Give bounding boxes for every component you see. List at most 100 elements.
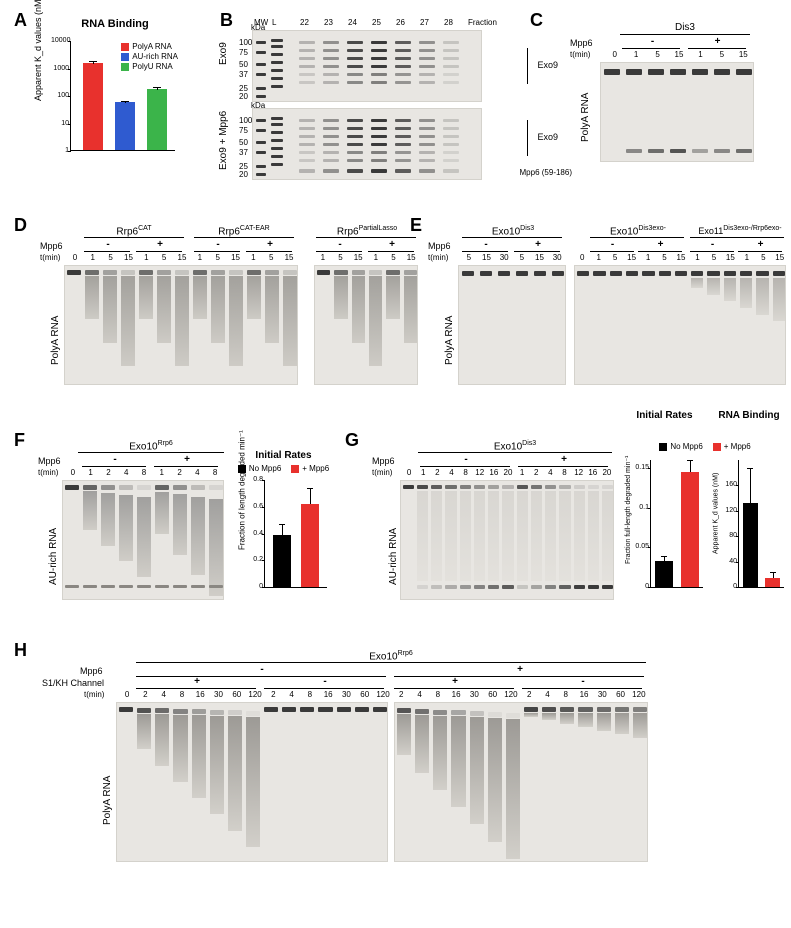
gel-e-left xyxy=(458,265,566,385)
d-minus2: - xyxy=(194,239,242,250)
d-plus3: + xyxy=(368,239,416,250)
e-minus2: - xyxy=(590,239,635,250)
e-times-l: 5153051530 xyxy=(460,253,566,263)
f-mpp6: Mpp6 xyxy=(38,456,61,466)
e-h1: Exo10 xyxy=(492,226,520,237)
gel-h-left xyxy=(116,702,388,862)
f-minus: - xyxy=(82,454,148,465)
gel-e-right xyxy=(574,265,786,385)
h-times: 0248163060120248163060120248163060120248… xyxy=(118,690,648,700)
e-h1s: Dis3 xyxy=(520,225,534,232)
panel-a-title: RNA Binding xyxy=(40,18,190,30)
panel-c-t: t(min) xyxy=(570,50,590,59)
f-times: 012481248 xyxy=(64,468,224,478)
panel-c-minus: - xyxy=(625,36,680,47)
g-t: t(min) xyxy=(372,468,392,477)
gel-b-bot-right-label1: Exo9 xyxy=(537,132,558,142)
h-ylab: PolyA RNA xyxy=(102,776,113,825)
e-h2: Exo10 xyxy=(610,226,638,237)
e-plus2: + xyxy=(638,239,683,250)
gel-c xyxy=(600,62,754,162)
gel-b-top: kDa1007550372520 xyxy=(252,30,482,102)
panel-d-h1s: CAT xyxy=(138,225,151,232)
f-t: t(min) xyxy=(38,468,58,477)
panel-d-h3: Rrp6 xyxy=(337,226,359,237)
panel-label-b: B xyxy=(220,10,233,31)
d-times-left: 01515151515151515 xyxy=(66,253,298,263)
e-t: t(min) xyxy=(428,253,448,262)
panel-label-g: G xyxy=(345,430,359,451)
gel-h-right xyxy=(394,702,648,862)
h-ch-3: + xyxy=(394,676,516,687)
panel-d-h2: Rrp6 xyxy=(218,226,240,237)
e-minus3: - xyxy=(690,239,735,250)
h-t: t(min) xyxy=(84,690,104,699)
f-leg-0: No Mpp6 xyxy=(249,464,281,473)
g-c1-axes: 00.050.10.15 xyxy=(650,460,703,588)
panel-label-f: F xyxy=(14,430,25,451)
e-plus3: + xyxy=(738,239,783,250)
h-s1kh: S1/KH Channel xyxy=(42,678,104,688)
g-chart2: Apparent K_d values (nM) 04080120160 xyxy=(710,424,788,600)
g-plus: + xyxy=(518,454,610,465)
g-chart1: Fraction full-length degraded min⁻¹ 00.0… xyxy=(622,424,707,600)
gel-d-right xyxy=(314,265,418,385)
d-times-right: 15151515 xyxy=(314,253,420,263)
h-minus-top: - xyxy=(136,664,388,675)
e-plus1: + xyxy=(514,239,562,250)
panel-c-plus: + xyxy=(690,36,745,47)
h-ch-2: - xyxy=(264,676,386,687)
panel-label-d: D xyxy=(14,215,27,236)
e-h2s: Dis3exo- xyxy=(638,225,666,232)
f-ylab: AU-rich RNA xyxy=(48,528,59,585)
panel-label-c: C xyxy=(530,10,543,31)
gel-f xyxy=(62,480,224,600)
panel-d-ylab: PolyA RNA xyxy=(50,316,61,365)
panel-c-times: 015151515 xyxy=(604,50,754,60)
d-plus2: + xyxy=(246,239,294,250)
g-mpp6: Mpp6 xyxy=(372,456,395,466)
f-legend: No Mpp6 + Mpp6 xyxy=(236,464,331,473)
d-minus1: - xyxy=(84,239,132,250)
panel-d-mpp6: Mpp6 xyxy=(40,241,63,251)
f-title: Exo10 xyxy=(129,441,157,452)
e-h3: Exo11 xyxy=(698,226,723,236)
f-chart-title: Initial Rates xyxy=(236,450,331,461)
h-ch-4: - xyxy=(522,676,644,687)
gel-d-left xyxy=(64,265,298,385)
e-minus1: - xyxy=(462,239,510,250)
panel-c-mpp6: Mpp6 xyxy=(570,38,593,48)
g-c1-title: Initial Rates xyxy=(622,410,707,421)
g-times: 012481216201248121620 xyxy=(402,468,614,478)
panel-d-h3s: PartialLasso xyxy=(359,225,398,232)
e-mpp6: Mpp6 xyxy=(428,241,451,251)
h-mpp6: Mpp6 xyxy=(80,666,103,676)
f-titles: Rrp6 xyxy=(158,440,173,447)
gel-b-bottom: kDa1007550372520 xyxy=(252,108,482,180)
f-plus: + xyxy=(154,454,220,465)
panel-a: RNA Binding Apparent K_d values (nM) 110… xyxy=(40,18,190,166)
chart-a-ylabel: Apparent K_d values (nM) xyxy=(33,0,43,101)
g-ylab: AU-rich RNA xyxy=(388,528,399,585)
g-c2-axes: 04080120160 xyxy=(738,460,784,588)
panel-label-a: A xyxy=(14,10,27,31)
gel-b-top-right-label: Exo9 xyxy=(537,60,558,70)
e-h3s: Dis3exo-/Rrp6exo- xyxy=(723,225,781,232)
panel-b-headers: MWL22232425262728Fraction xyxy=(242,18,522,30)
panel-b: MWL22232425262728Fraction Exo9 kDa100755… xyxy=(242,18,522,180)
panel-d-h2s: CAT-EAR xyxy=(240,225,270,232)
d-t: t(min) xyxy=(40,253,60,262)
rna-binding-chart: Apparent K_d values (nM) 110100100010000… xyxy=(40,36,180,166)
f-chart: Initial Rates No Mpp6 + Mpp6 Fraction of… xyxy=(236,450,331,600)
h-ch-1: + xyxy=(136,676,258,687)
g-title: Exo10 xyxy=(494,441,522,452)
e-times-r: 01515151515151515 xyxy=(574,253,788,263)
gel-g xyxy=(400,480,614,600)
f-leg-1: + Mpp6 xyxy=(302,464,329,473)
d-minus3: - xyxy=(316,239,364,250)
panel-c-title: Dis3 xyxy=(620,22,750,33)
g-c2-title: RNA Binding xyxy=(710,410,788,421)
g-minus: - xyxy=(420,454,512,465)
g-titles: Dis3 xyxy=(522,440,536,447)
chart-a-legend: PolyA RNAAU-rich RNAPolyU RNA xyxy=(121,42,178,72)
